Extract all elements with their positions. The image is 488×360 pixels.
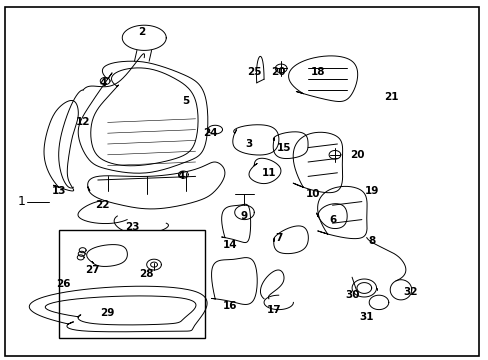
Text: 25: 25: [246, 67, 261, 77]
Text: 17: 17: [266, 305, 281, 315]
Text: 26: 26: [56, 279, 71, 289]
Text: 4: 4: [99, 78, 106, 88]
Text: 14: 14: [222, 240, 237, 250]
Text: 16: 16: [222, 301, 237, 311]
Text: 23: 23: [124, 222, 139, 232]
Text: 24: 24: [203, 128, 217, 138]
Text: 30: 30: [344, 290, 359, 300]
Text: 21: 21: [383, 92, 398, 102]
Bar: [59, 230, 205, 338]
Text: 8: 8: [367, 236, 374, 246]
Text: 32: 32: [403, 287, 417, 297]
Text: 19: 19: [364, 186, 378, 196]
Text: 5: 5: [182, 96, 189, 106]
Text: 10: 10: [305, 189, 320, 199]
Text: 22: 22: [95, 200, 110, 210]
Text: 7: 7: [274, 233, 282, 243]
Text: 4: 4: [177, 171, 184, 181]
Text: 11: 11: [261, 168, 276, 178]
Text: 29: 29: [100, 308, 115, 318]
Text: 27: 27: [85, 265, 100, 275]
Text: 18: 18: [310, 67, 325, 77]
Text: 9: 9: [241, 211, 247, 221]
Text: 20: 20: [271, 67, 285, 77]
Text: 1: 1: [18, 195, 26, 208]
Text: 31: 31: [359, 312, 373, 322]
Text: 6: 6: [328, 215, 335, 225]
Text: 3: 3: [245, 139, 252, 149]
Text: 28: 28: [139, 269, 154, 279]
Text: 13: 13: [51, 186, 66, 196]
Text: 2: 2: [138, 27, 145, 37]
Text: 15: 15: [276, 143, 290, 153]
Text: 20: 20: [349, 150, 364, 160]
Text: 12: 12: [76, 117, 90, 127]
